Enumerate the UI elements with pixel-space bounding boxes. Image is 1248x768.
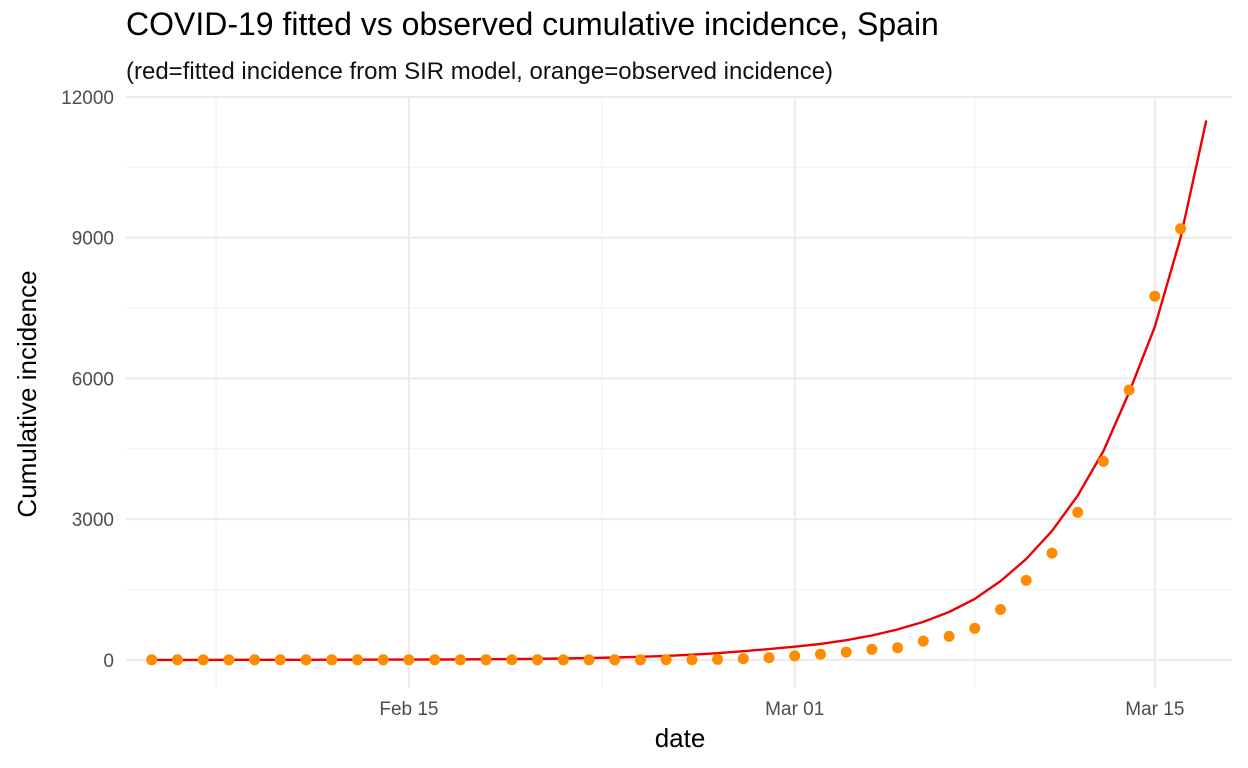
- observed-point: [377, 654, 389, 666]
- observed-point: [686, 654, 698, 666]
- y-tick-label: 6000: [72, 369, 114, 390]
- observed-point: [223, 654, 235, 666]
- observed-point: [557, 654, 569, 666]
- major-gridlines: [126, 96, 1232, 688]
- x-tick-label: Mar 01: [765, 699, 824, 720]
- y-tick-label: 12000: [61, 88, 114, 109]
- observed-point: [763, 652, 775, 664]
- observed-point: [326, 654, 338, 666]
- observed-point: [609, 654, 621, 666]
- observed-point: [789, 650, 801, 662]
- observed-point: [146, 654, 158, 666]
- observed-point: [943, 630, 955, 642]
- observed-point: [583, 654, 595, 666]
- observed-point: [403, 654, 415, 666]
- observed-point: [1175, 223, 1187, 235]
- observed-point: [429, 654, 441, 666]
- x-tick-label: Feb 15: [379, 699, 438, 720]
- fitted-line: [151, 120, 1208, 662]
- chart-subtitle: (red=fitted incidence from SIR model, or…: [126, 58, 834, 85]
- observed-point: [712, 653, 724, 665]
- observed-point: [506, 654, 518, 666]
- observed-point: [1072, 506, 1084, 518]
- fitted-series: [151, 120, 1208, 662]
- minor-gridlines: [126, 97, 1232, 688]
- observed-point: [995, 604, 1006, 615]
- observed-point: [892, 642, 904, 654]
- observed-point: [1149, 290, 1161, 302]
- x-axis-ticks: Feb 15 Mar 01 Mar 15: [379, 699, 1184, 720]
- y-axis-ticks: 0 3000 6000 9000 12000: [61, 88, 114, 672]
- y-tick-label: 0: [103, 651, 114, 672]
- observed-point: [866, 643, 878, 655]
- observed-point: [1046, 547, 1058, 559]
- observed-point: [1020, 574, 1032, 586]
- observed-point: [1097, 455, 1109, 467]
- observed-point: [197, 654, 209, 666]
- observed-point: [300, 654, 312, 666]
- x-axis-title: date: [655, 723, 706, 753]
- y-axis-title: Cumulative incidence: [12, 270, 42, 517]
- observed-point: [815, 648, 826, 660]
- observed-point: [840, 646, 852, 658]
- observed-point: [532, 654, 543, 666]
- observed-series: [146, 223, 1187, 666]
- x-tick-label: Mar 15: [1125, 699, 1184, 720]
- observed-point: [352, 654, 363, 666]
- observed-point: [480, 654, 492, 666]
- y-tick-label: 9000: [72, 229, 114, 250]
- observed-point: [737, 653, 749, 665]
- observed-point: [660, 654, 672, 666]
- observed-point: [274, 654, 286, 666]
- observed-point: [249, 654, 261, 666]
- y-tick-label: 3000: [72, 510, 114, 531]
- observed-point: [171, 654, 183, 666]
- observed-point: [634, 654, 646, 666]
- chart-title: COVID-19 fitted vs observed cumulative i…: [126, 6, 939, 42]
- observed-point: [454, 654, 466, 666]
- observed-point: [1123, 384, 1135, 396]
- observed-point: [917, 635, 929, 647]
- observed-point: [969, 622, 981, 634]
